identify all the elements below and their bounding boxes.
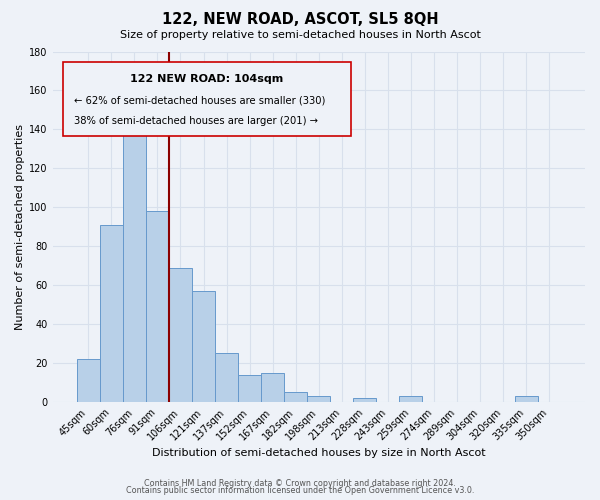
- X-axis label: Distribution of semi-detached houses by size in North Ascot: Distribution of semi-detached houses by …: [152, 448, 485, 458]
- Bar: [284, 392, 307, 402]
- Text: Size of property relative to semi-detached houses in North Ascot: Size of property relative to semi-detach…: [119, 30, 481, 40]
- Bar: [238, 375, 261, 402]
- Y-axis label: Number of semi-detached properties: Number of semi-detached properties: [15, 124, 25, 330]
- Bar: [123, 134, 146, 402]
- Bar: [353, 398, 376, 402]
- Text: ← 62% of semi-detached houses are smaller (330): ← 62% of semi-detached houses are smalle…: [74, 96, 325, 106]
- Bar: [261, 373, 284, 402]
- Bar: [307, 396, 330, 402]
- Bar: [146, 211, 169, 402]
- Text: 122 NEW ROAD: 104sqm: 122 NEW ROAD: 104sqm: [130, 74, 284, 85]
- Bar: [400, 396, 422, 402]
- Bar: [100, 225, 123, 402]
- Bar: [169, 268, 192, 402]
- Bar: [515, 396, 538, 402]
- Text: Contains HM Land Registry data © Crown copyright and database right 2024.: Contains HM Land Registry data © Crown c…: [144, 478, 456, 488]
- Bar: [77, 360, 100, 402]
- Text: 122, NEW ROAD, ASCOT, SL5 8QH: 122, NEW ROAD, ASCOT, SL5 8QH: [161, 12, 439, 28]
- Bar: [192, 291, 215, 402]
- Text: 38% of semi-detached houses are larger (201) →: 38% of semi-detached houses are larger (…: [74, 116, 318, 126]
- FancyBboxPatch shape: [63, 62, 351, 136]
- Text: Contains public sector information licensed under the Open Government Licence v3: Contains public sector information licen…: [126, 486, 474, 495]
- Bar: [215, 354, 238, 402]
